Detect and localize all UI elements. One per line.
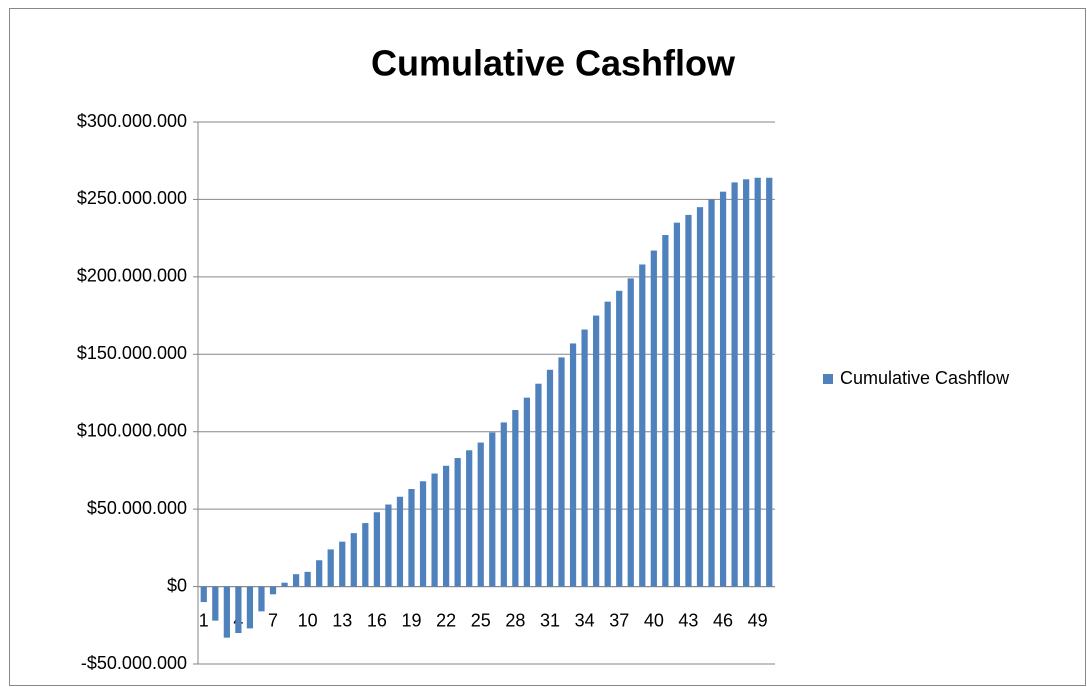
bar: [500, 422, 507, 587]
bar: [258, 586, 265, 612]
bar: [569, 343, 577, 587]
bar: [523, 397, 531, 587]
bar: [269, 586, 277, 595]
bar: [339, 541, 346, 587]
bar: [731, 182, 738, 587]
bar: [362, 523, 369, 587]
x-tick-label: 49: [748, 610, 768, 630]
x-tick-label: 31: [540, 610, 560, 630]
y-tick-label: $250.000.000: [77, 188, 187, 208]
bar: [719, 191, 727, 587]
bar: [639, 264, 646, 587]
bar: [477, 442, 484, 587]
x-tick-label: 7: [268, 610, 278, 630]
bar: [466, 450, 473, 587]
bar: [743, 179, 750, 587]
bar: [316, 560, 323, 587]
bar: [431, 473, 438, 587]
x-tick-label: 43: [678, 610, 698, 630]
y-tick-label: -$50.000.000: [81, 653, 187, 673]
x-tick-label: 13: [332, 610, 352, 630]
bar: [766, 177, 773, 587]
bar: [627, 278, 634, 587]
bar: [581, 329, 588, 587]
bar: [454, 458, 461, 587]
bar: [604, 301, 611, 587]
bar: [708, 199, 715, 587]
bar: [327, 549, 334, 587]
y-tick-label: $0: [167, 575, 187, 595]
bar: [246, 586, 254, 629]
bar: [385, 504, 392, 587]
x-tick-label: 19: [401, 610, 421, 630]
bar: [662, 235, 669, 587]
bar: [546, 369, 554, 587]
bar: [419, 481, 427, 587]
bar: [558, 357, 565, 587]
x-tick-label: 34: [575, 610, 595, 630]
bar: [696, 207, 704, 587]
y-tick-label: $150.000.000: [77, 343, 187, 363]
bar: [489, 432, 496, 587]
y-tick-label: $100.000.000: [77, 420, 187, 440]
chart-title: Cumulative Cashflow: [371, 43, 736, 84]
bar: [212, 586, 219, 621]
x-tick-label: 37: [609, 610, 629, 630]
bar: [673, 222, 681, 587]
x-tick-label: 25: [471, 610, 491, 630]
x-tick-label: 46: [713, 610, 733, 630]
bar: [235, 586, 242, 634]
bar: [535, 383, 542, 587]
bar: [292, 574, 300, 587]
bar: [754, 177, 761, 587]
legend-swatch: [823, 374, 833, 384]
bar: [281, 582, 288, 587]
x-tick-label: 40: [644, 610, 664, 630]
y-tick-label: $200.000.000: [77, 266, 187, 286]
bar: [650, 250, 657, 587]
bar: [593, 315, 600, 587]
legend-label: Cumulative Cashflow: [840, 368, 1010, 388]
bar: [304, 571, 311, 587]
bar: [373, 512, 380, 587]
x-tick-label: 28: [505, 610, 525, 630]
bar: [223, 586, 230, 638]
x-tick-label: 1: [199, 610, 209, 630]
bar: [350, 533, 357, 587]
x-tick-label: 22: [436, 610, 456, 630]
bar: [396, 496, 404, 587]
y-tick-label: $300.000.000: [77, 111, 187, 131]
bar: [200, 586, 207, 603]
bar: [616, 290, 623, 587]
bar: [408, 489, 415, 587]
bar: [442, 465, 450, 587]
x-tick-label: 16: [367, 610, 387, 630]
y-tick-label: $50.000.000: [87, 498, 187, 518]
x-tick-label: 10: [298, 610, 318, 630]
bar: [512, 410, 519, 587]
bar: [685, 214, 692, 587]
